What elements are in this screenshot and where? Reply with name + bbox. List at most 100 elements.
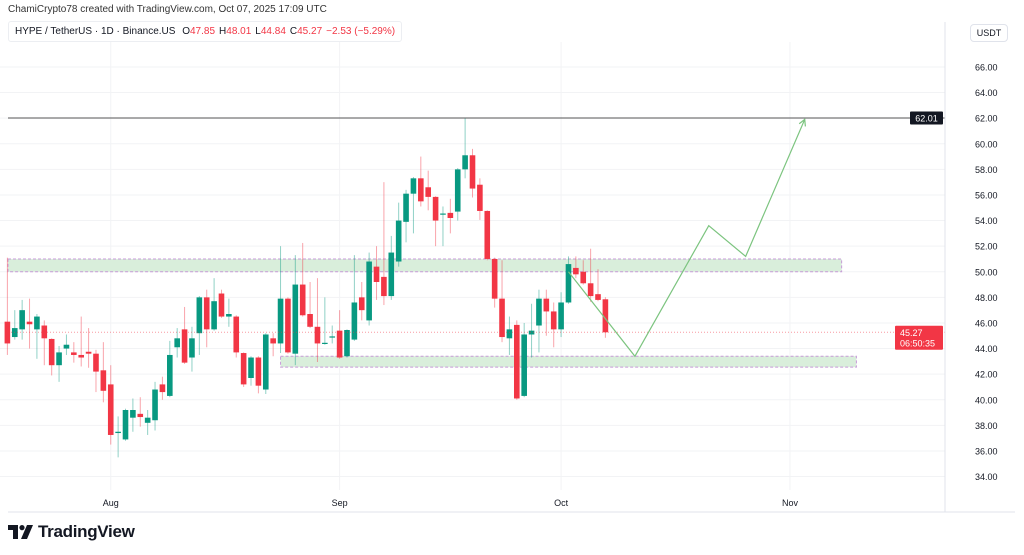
candle-body xyxy=(115,431,121,434)
level-price-label: 62.01 xyxy=(915,114,938,124)
candle-body xyxy=(336,330,343,358)
candle-body xyxy=(189,338,195,358)
x-tick-label: Sep xyxy=(332,498,348,508)
candle-body xyxy=(358,297,365,311)
symbol-legend: HYPE / TetherUS · 1D · Binance.US O47.85… xyxy=(8,21,403,42)
candle-body xyxy=(543,298,550,312)
y-tick-label: 38.00 xyxy=(975,421,998,431)
candle-body xyxy=(410,178,417,194)
close-label: C xyxy=(289,26,298,37)
candle-body xyxy=(418,178,424,202)
candle-body xyxy=(240,353,247,385)
candle-body xyxy=(159,384,166,393)
candle-body xyxy=(26,321,33,325)
candle-body xyxy=(484,210,491,259)
y-tick-label: 62.00 xyxy=(975,114,998,124)
currency-unit-button[interactable]: USDT xyxy=(970,24,1008,42)
candle-body xyxy=(580,271,587,284)
candle-body xyxy=(174,338,180,348)
last-price-tag xyxy=(895,325,943,350)
open-label: O xyxy=(182,26,190,37)
tradingview-logo[interactable]: TradingView xyxy=(8,522,135,542)
candle-body xyxy=(144,417,151,423)
support-resistance-zone xyxy=(7,258,843,273)
candle-body xyxy=(233,316,240,353)
axes: 34.00 36.00 38.00 40.00 42.00 44.00 46.00 48.00… xyxy=(8,22,1015,513)
change-value: −2.53 (−5.29%) xyxy=(326,26,396,37)
candle-body xyxy=(550,311,557,330)
candle-body xyxy=(48,338,55,366)
candle-body xyxy=(477,184,483,211)
candle-body xyxy=(351,302,358,340)
candle-body xyxy=(521,334,527,396)
candle-body xyxy=(344,330,350,357)
candle-body xyxy=(100,370,107,391)
candle-body xyxy=(595,294,601,300)
candle-body xyxy=(469,155,476,189)
candle-body xyxy=(454,169,461,212)
bar-countdown-label: 06:50:35 xyxy=(900,338,935,348)
high-value: 48.01 xyxy=(226,26,252,37)
candle-body xyxy=(573,267,579,275)
candle-body xyxy=(381,276,387,297)
candle-body xyxy=(107,384,114,435)
x-tick-label: Oct xyxy=(554,498,569,508)
candle-body xyxy=(137,413,144,418)
y-tick-label: 52.00 xyxy=(975,242,998,252)
candle-body xyxy=(513,324,520,399)
candle-body xyxy=(587,283,594,297)
support-resistance-zone xyxy=(280,355,857,368)
symbol-name[interactable]: HYPE / TetherUS · 1D · Binance.US xyxy=(15,26,176,37)
candle-body xyxy=(299,284,306,316)
candle-body xyxy=(167,354,173,396)
candles xyxy=(4,118,609,458)
y-tick-label: 40.00 xyxy=(975,395,998,405)
candle-body xyxy=(506,329,513,339)
zones xyxy=(7,258,857,368)
candle-body xyxy=(373,266,380,282)
candle-body xyxy=(329,336,336,338)
candle-body xyxy=(277,298,284,344)
candle-body xyxy=(499,298,505,338)
y-tick-label: 42.00 xyxy=(975,370,998,380)
candle-body xyxy=(388,252,395,297)
candle-body xyxy=(528,330,535,335)
candle-body xyxy=(152,389,158,421)
y-tick-label: 46.00 xyxy=(975,318,998,328)
y-tick-label: 66.00 xyxy=(975,62,998,72)
tradingview-logo-text: TradingView xyxy=(38,522,135,541)
candle-body xyxy=(226,314,232,317)
level-price-tag xyxy=(910,111,943,125)
candle-body xyxy=(322,342,328,344)
x-tick-label: Aug xyxy=(103,498,119,508)
last-price-label: 45.27 xyxy=(900,328,923,338)
candle-body xyxy=(34,316,40,330)
candle-body xyxy=(565,264,572,303)
candle-body xyxy=(292,284,299,354)
candle-body xyxy=(4,321,11,344)
candle-body xyxy=(307,314,313,327)
y-tick-label: 48.00 xyxy=(975,293,998,303)
candle-body xyxy=(366,261,372,321)
candle-body xyxy=(314,326,321,344)
close-value: 45.27 xyxy=(297,26,323,37)
candle-body xyxy=(122,410,129,440)
candle-body xyxy=(203,297,210,330)
candle-body xyxy=(85,351,92,354)
candle-body xyxy=(130,410,136,418)
projection-arrowhead-icon xyxy=(798,118,806,127)
candle-body xyxy=(19,310,25,330)
y-tick-label: 58.00 xyxy=(975,165,998,175)
candle-body xyxy=(211,301,217,330)
candle-body xyxy=(432,196,439,221)
chart-credit: ChamiCrypto78 created with TradingView.c… xyxy=(8,4,327,15)
candle-body xyxy=(285,298,291,353)
candle-body xyxy=(395,220,402,262)
y-tick-label: 50.00 xyxy=(975,267,998,277)
candle-body xyxy=(447,212,454,218)
y-tick-label: 60.00 xyxy=(975,139,998,149)
candle-body xyxy=(248,357,254,378)
open-value: 47.85 xyxy=(190,26,216,37)
